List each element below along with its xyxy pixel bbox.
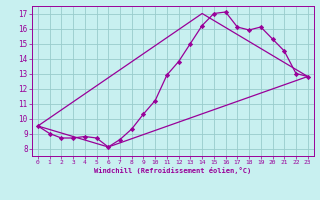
X-axis label: Windchill (Refroidissement éolien,°C): Windchill (Refroidissement éolien,°C) — [94, 167, 252, 174]
